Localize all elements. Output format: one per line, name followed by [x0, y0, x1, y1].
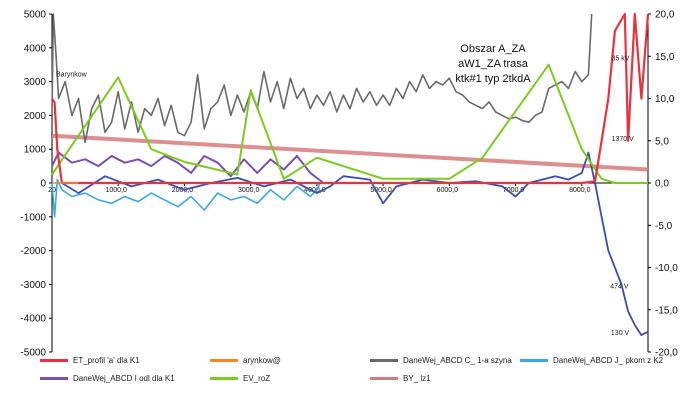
legend-swatch: [370, 359, 398, 362]
point-label: Barynkow: [56, 72, 88, 79]
right-tick-label: 0,0: [655, 179, 669, 190]
legend-item: EV_roZ: [210, 374, 270, 383]
chart-annotation: Obszar A_ZA aW1_ZA trasa ktk#1 typ 2tkdA: [418, 42, 568, 87]
left-tick-label: -3000: [20, 280, 46, 291]
chart-legend: ET_profil 'a' dla K1 arynkow@ DaneWej_ABCD…: [40, 352, 680, 400]
legend-swatch: [520, 359, 548, 362]
series-line: [51, 13, 593, 144]
series-line: [51, 178, 321, 218]
legend-label: arynkow@: [243, 356, 281, 365]
legend-label: ET_profil 'a' dla K1: [73, 356, 140, 365]
left-tick-label: 3000: [24, 77, 47, 88]
legend-swatch: [40, 377, 68, 380]
left-tick-label: -5000: [20, 348, 46, 359]
legend-label: DaneWej_ABCD C_ 1-a szyna: [403, 356, 512, 365]
right-tick-label: 15,0: [655, 52, 675, 63]
legend-label: DaneWej_ABCD J_ pkom z K2: [553, 356, 664, 365]
legend-swatch: [40, 359, 68, 362]
series-line: [51, 63, 648, 184]
x-tick-label: 5000,0: [370, 187, 392, 194]
x-tick-label: 8000,0: [569, 187, 591, 194]
left-tick-label: 5000: [24, 10, 47, 21]
x-tick-label: 4000,0: [304, 187, 326, 194]
right-tick-label: 20,0: [655, 10, 675, 21]
series-line: [51, 12, 650, 185]
x-tick-label: 3000,0: [238, 187, 260, 194]
x-tick-label: 1000,0: [106, 187, 128, 194]
right-tick-label: 10,0: [655, 94, 675, 105]
right-tick-label: -10,0: [655, 263, 678, 274]
left-tick-label: 2000: [24, 111, 47, 122]
legend-item: ET_profil 'a' dla K1: [40, 356, 140, 365]
series-layer: [51, 12, 650, 337]
x-tick-label: 2000,0: [172, 187, 194, 194]
left-tick-label: 0: [40, 179, 46, 190]
annotation-line-2: aW1_ZA trasa: [458, 58, 528, 70]
left-tick-label: 1000: [24, 145, 47, 156]
legend-item: BY_ lz1: [370, 374, 431, 383]
left-tick-label: -2000: [20, 246, 46, 257]
legend-swatch: [210, 359, 238, 362]
right-tick-label: -5,0: [655, 221, 673, 232]
legend-label: BY_ lz1: [403, 374, 431, 383]
legend-item: DaneWej_ABCD J_ pkom z K2: [520, 356, 663, 365]
point-label: 35 kV: [612, 55, 630, 62]
annotation-line-3: ktk#1 typ 2tkdA: [455, 73, 531, 85]
left-tick-label: -4000: [20, 314, 46, 325]
left-tick-label: -1000: [20, 212, 46, 223]
point-label: 474 V: [610, 284, 629, 291]
point-label: 1370 V: [612, 136, 635, 143]
series-line: [51, 151, 325, 184]
right-tick-label: 5,0: [655, 136, 669, 147]
legend-item: arynkow@: [210, 356, 281, 365]
x-tick-label: 6000,0: [437, 187, 459, 194]
right-tick-label: -15,0: [655, 305, 678, 316]
legend-label: EV_roZ: [243, 374, 271, 383]
left-tick-label: 4000: [24, 43, 47, 54]
right-tick-label: -20,0: [655, 348, 678, 359]
series-line: [51, 133, 649, 172]
labels-layer: Barynkow 35 kV 1370 V 474 V 130 V: [56, 55, 634, 337]
point-label: 130 V: [611, 330, 630, 337]
legend-swatch: [370, 377, 398, 380]
legend-item: DaneWej_ABCD C_ 1-a szyna: [370, 356, 512, 365]
x-tick-label: 7000,0: [503, 187, 525, 194]
legend-item: DaneWej_ABCD I odl dla K1: [40, 374, 175, 383]
legend-swatch: [210, 377, 238, 380]
axes-layer: 5000 4000 3000 2000 1000 0 -1000 -2000 -3000 -400…: [20, 10, 678, 359]
legend-label: DaneWej_ABCD I odl dla K1: [73, 374, 175, 383]
series-line: [61, 151, 649, 337]
annotation-line-1: Obszar A_ZA: [460, 43, 526, 55]
